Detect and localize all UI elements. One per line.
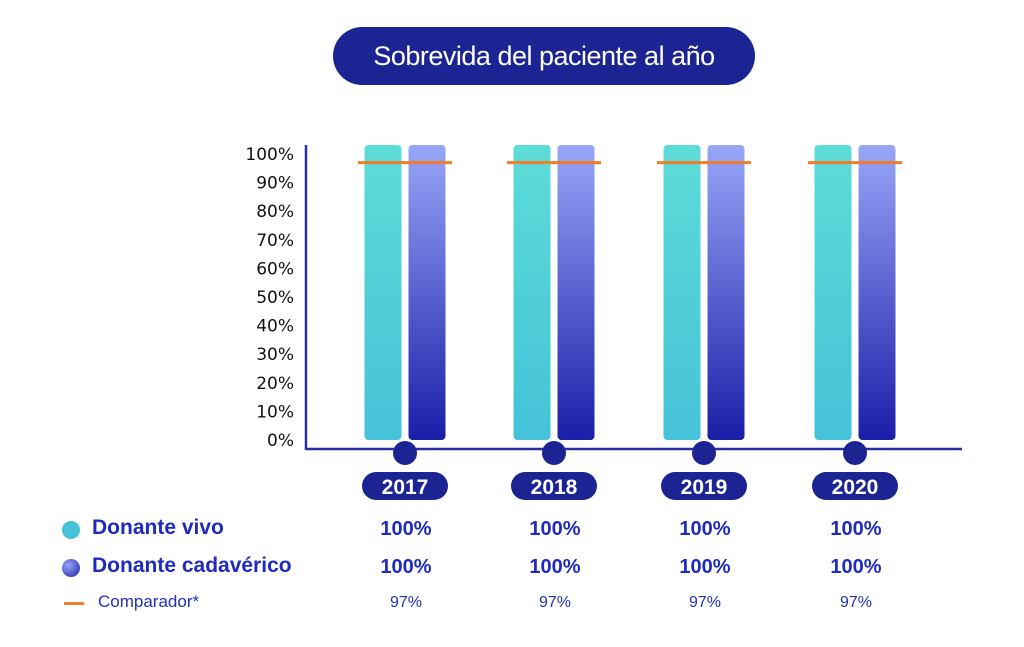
x-tick-label: 2020 — [832, 476, 879, 499]
table-cell: 100% — [380, 556, 432, 578]
year-pill — [511, 472, 597, 500]
bar-donante-cadaverico — [557, 145, 595, 440]
y-tick-label: 10% — [256, 402, 294, 422]
y-tick-label: 80% — [256, 202, 294, 222]
x-tick-label: 2017 — [382, 476, 429, 499]
table-cell: 100% — [529, 518, 581, 540]
legend-swatch-cadaverico — [62, 559, 80, 577]
bar-donante-vivo — [513, 145, 551, 440]
legend-label-comparador: Comparador* — [98, 592, 200, 611]
legend-label-cadaverico: Donante cadavérico — [92, 554, 292, 577]
bar-donante-vivo — [814, 145, 852, 440]
year-pill — [362, 472, 448, 500]
bar-donante-vivo — [663, 145, 701, 440]
x-axis-marker-dot — [542, 441, 566, 465]
year-pill — [661, 472, 747, 500]
y-tick-label: 90% — [256, 174, 294, 194]
y-tick-label: 20% — [256, 374, 294, 394]
bars-group — [364, 145, 896, 440]
table-cell: 100% — [380, 518, 432, 540]
x-axis-marker-dot — [393, 441, 417, 465]
x-axis-marker-dot — [843, 441, 867, 465]
chart-title: Sobrevida del paciente al año — [333, 27, 755, 85]
y-tick-label: 70% — [256, 231, 294, 251]
legend-line-comparador — [64, 602, 84, 605]
table-cell: 100% — [830, 556, 882, 578]
y-tick-label: 50% — [256, 288, 294, 308]
x-axis-marker-dot — [692, 441, 716, 465]
table-cell: 100% — [830, 518, 882, 540]
table-cell: 100% — [679, 556, 731, 578]
year-pill — [812, 472, 898, 500]
table-cell: 100% — [679, 518, 731, 540]
y-tick-label: 30% — [256, 345, 294, 365]
y-tick-label: 100% — [245, 145, 294, 165]
y-tick-label: 60% — [256, 259, 294, 279]
legend-label-vivo: Donante vivo — [92, 516, 224, 539]
table-cell: 97% — [688, 594, 722, 611]
x-tick-label: 2019 — [681, 476, 728, 499]
y-tick-label: 0% — [267, 431, 294, 451]
y-axis-ticks: 0% 10% 20% 30% 40% 50% 60% 70% 80% 90% 100% — [245, 145, 294, 451]
x-axis-labels: 2017 2018 2019 2020 — [362, 441, 898, 500]
bar-donante-cadaverico — [707, 145, 745, 440]
x-tick-label: 2018 — [531, 476, 578, 499]
table-cell: 100% — [529, 556, 581, 578]
bar-donante-cadaverico — [408, 145, 446, 440]
bar-donante-cadaverico — [858, 145, 896, 440]
table-cell: 97% — [538, 594, 572, 611]
bar-donante-vivo — [364, 145, 402, 440]
y-tick-label: 40% — [256, 317, 294, 337]
table-cell: 97% — [389, 594, 423, 611]
legend-swatch-vivo — [62, 521, 80, 539]
table-cell: 97% — [839, 594, 873, 611]
